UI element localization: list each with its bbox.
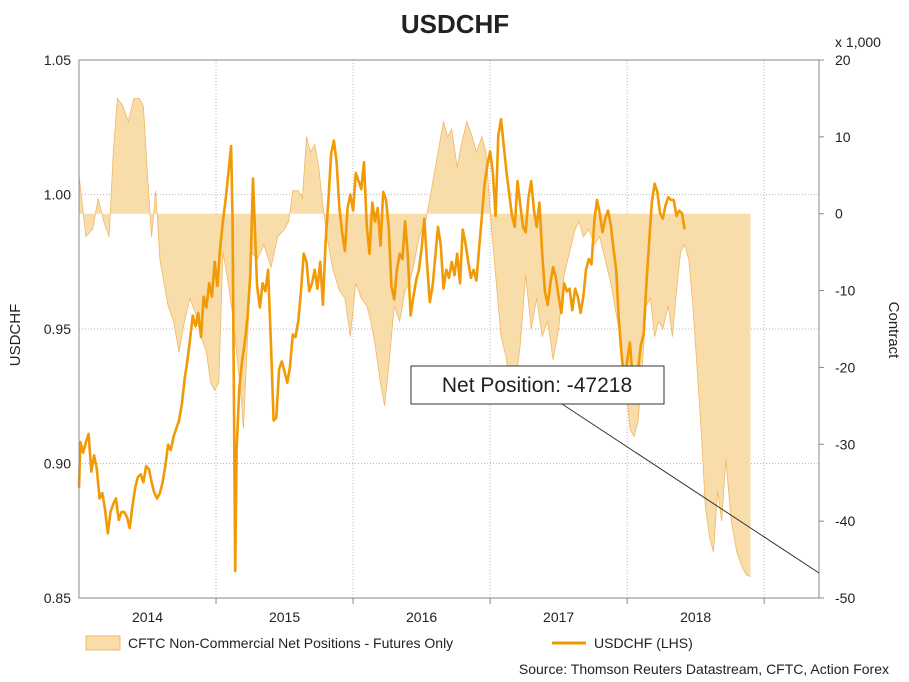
x-tick-label: 2014 <box>132 609 163 625</box>
left-axis-label: USDCHF <box>7 304 24 367</box>
right-tick-label: -50 <box>835 590 855 606</box>
left-tick-label: 1.00 <box>44 187 71 203</box>
right-tick-label: -20 <box>835 359 855 375</box>
x-axis-ticks: 2014 2015 2016 2017 2018 <box>132 598 765 625</box>
x-tick-label: 2015 <box>269 609 300 625</box>
plot-frame <box>78 59 820 599</box>
annotation-text: Net Position: -47218 <box>442 374 632 397</box>
usdchf-series <box>77 117 686 573</box>
legend-swatch-area <box>85 635 121 651</box>
legend-label-area: CFTC Non-Commercial Net Positions - Futu… <box>128 635 453 651</box>
left-tick-label: 1.05 <box>44 52 71 68</box>
x-tick-label: 2018 <box>680 609 711 625</box>
right-tick-label: 20 <box>835 52 851 68</box>
x-tick-label: 2017 <box>543 609 574 625</box>
net-positions-area <box>79 98 751 577</box>
annotation-box <box>410 365 665 405</box>
right-tick-label: -10 <box>835 283 855 299</box>
left-tick-label: 0.90 <box>44 456 71 472</box>
right-axis-label: Contract <box>885 302 902 360</box>
right-tick-label: -30 <box>835 436 855 452</box>
x-tick-label: 2016 <box>406 609 437 625</box>
right-tick-label: 0 <box>835 206 843 222</box>
legend: CFTC Non-Commercial Net Positions - Futu… <box>85 635 693 651</box>
right-axis-ticks: -50 -40 -30 -20 -10 0 10 20 <box>819 52 855 606</box>
chart-title: USDCHF <box>401 9 509 39</box>
source-note: Source: Thomson Reuters Datastream, CFTC… <box>519 661 889 677</box>
annotation-leader-line <box>561 403 820 574</box>
left-axis-ticks: 0.85 0.90 0.95 1.00 1.05 <box>44 52 71 606</box>
right-tick-label: -40 <box>835 513 855 529</box>
right-axis-unit: x 1,000 <box>835 34 881 50</box>
right-tick-label: 10 <box>835 129 851 145</box>
left-tick-label: 0.95 <box>44 321 71 337</box>
left-tick-label: 0.85 <box>44 590 71 606</box>
legend-label-line: USDCHF (LHS) <box>594 635 693 651</box>
usdchf-line <box>77 117 686 573</box>
net-positions-series <box>78 97 751 577</box>
